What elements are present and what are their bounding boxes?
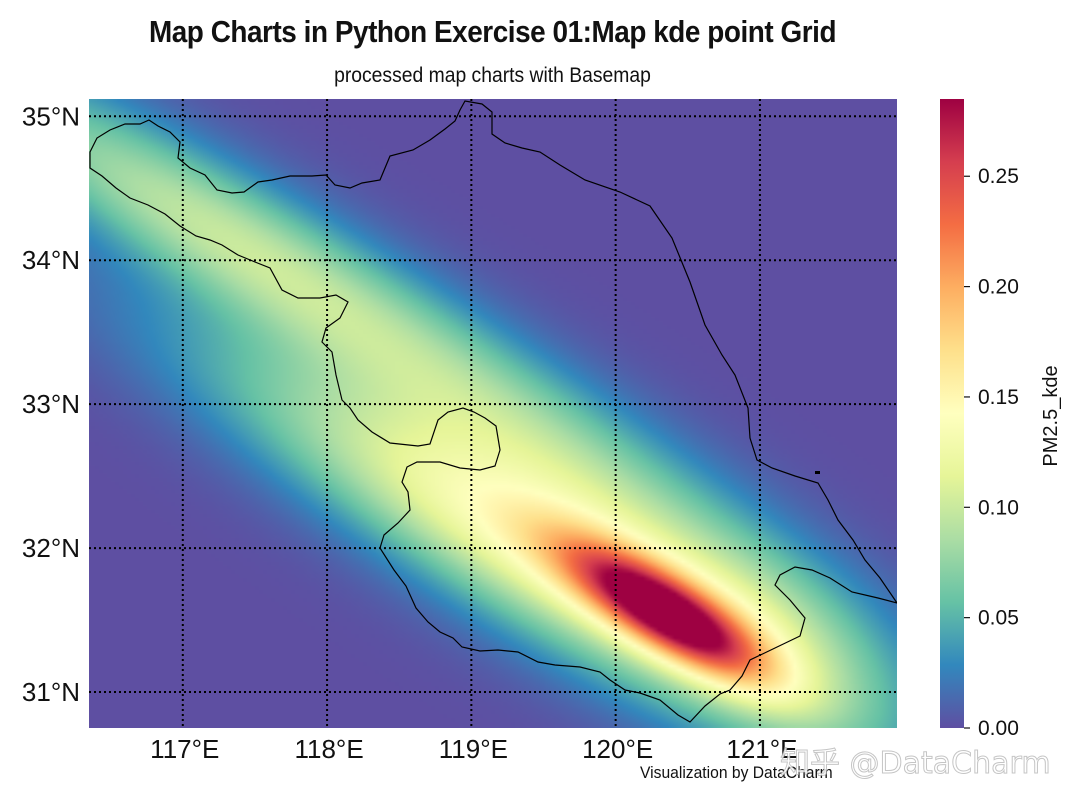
colorbar-label: PM2.5_kde — [1040, 365, 1062, 466]
province-boundary — [89, 100, 897, 723]
credit-text: Visualization by DataCharm — [640, 763, 833, 782]
chart-title: Map Charts in Python Exercise 01:Map kde… — [148, 14, 837, 49]
x-tick-label: 121°E — [726, 734, 797, 764]
watermark-text: 知乎 @DataCharm — [780, 746, 1052, 782]
kde-map-layer — [89, 99, 897, 728]
colorbar-tick-label: 0.25 — [978, 165, 1019, 188]
colorbar: 0.00 0.05 0.10 0.15 0.20 0.25 PM2.5_kde — [940, 99, 1062, 740]
colorbar-tick-label: 0.10 — [978, 496, 1019, 519]
colorbar-gradient — [940, 99, 964, 728]
x-tick-label: 117°E — [150, 734, 219, 764]
x-tick-label: 118°E — [294, 734, 363, 764]
y-tick-label: 32°N — [22, 533, 80, 563]
y-tick-label: 34°N — [22, 245, 80, 275]
y-tick-label: 33°N — [22, 389, 80, 419]
colorbar-tick-label: 0.15 — [978, 386, 1019, 409]
island-mark — [815, 471, 820, 474]
y-tick-label: 31°N — [22, 677, 80, 707]
colorbar-tick-label: 0.05 — [978, 607, 1019, 630]
kde-density-image — [89, 99, 897, 728]
y-tick-label: 35°N — [22, 101, 80, 131]
colorbar-tick-label: 0.00 — [978, 717, 1019, 740]
x-tick-label: 119°E — [439, 734, 508, 764]
y-axis-ticks: 31°N 32°N 33°N 34°N 35°N — [22, 101, 80, 707]
colorbar-tick-label: 0.20 — [978, 276, 1019, 299]
x-axis-ticks: 117°E 118°E 119°E 120°E 121°E — [150, 734, 797, 764]
chart-subtitle: processed map charts with Basemap — [334, 64, 651, 87]
colorbar-ticks: 0.00 0.05 0.10 0.15 0.20 0.25 — [964, 165, 1019, 740]
x-tick-label: 120°E — [582, 734, 653, 764]
